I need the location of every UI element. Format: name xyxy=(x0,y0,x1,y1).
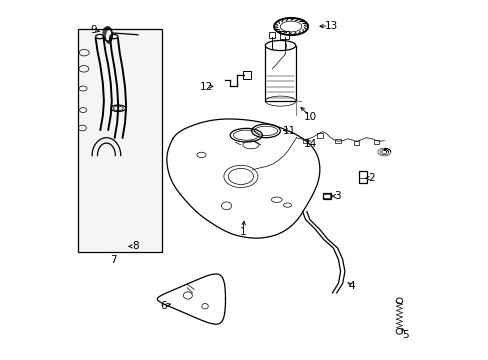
Bar xyxy=(302,139,308,143)
Text: 11: 11 xyxy=(283,126,296,135)
Bar xyxy=(268,32,275,39)
Bar xyxy=(334,139,340,143)
Text: 13: 13 xyxy=(324,21,337,31)
Bar xyxy=(316,134,322,138)
Bar xyxy=(279,31,288,39)
Bar xyxy=(359,171,366,183)
Ellipse shape xyxy=(265,41,295,50)
Text: 9: 9 xyxy=(90,25,97,35)
Text: 8: 8 xyxy=(132,241,139,251)
Bar xyxy=(353,140,359,145)
Text: 7: 7 xyxy=(110,255,117,265)
Text: 10: 10 xyxy=(304,112,317,122)
Bar xyxy=(78,30,162,252)
Text: 4: 4 xyxy=(348,281,355,291)
Text: 12: 12 xyxy=(200,82,213,92)
Bar xyxy=(322,193,330,199)
Text: 2: 2 xyxy=(368,173,374,183)
Text: 14: 14 xyxy=(304,139,317,149)
Text: 3: 3 xyxy=(334,191,340,201)
Bar xyxy=(265,45,295,101)
Bar xyxy=(243,71,251,78)
Text: 6: 6 xyxy=(160,301,167,311)
Text: 1: 1 xyxy=(239,227,245,237)
Bar xyxy=(323,194,329,198)
Text: 5: 5 xyxy=(401,330,407,340)
Bar xyxy=(373,140,379,144)
